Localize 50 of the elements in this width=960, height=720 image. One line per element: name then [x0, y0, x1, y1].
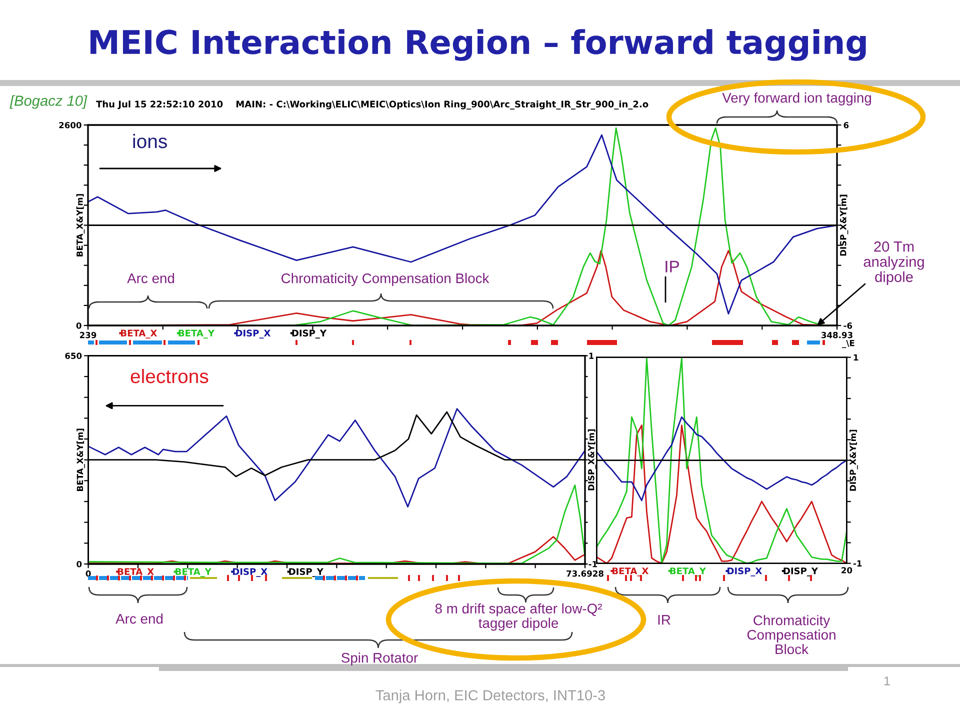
- text: IR: [658, 615, 670, 625]
- annotation: electrons: [130, 368, 208, 384]
- annotation: Chromaticity Compensation Block: [282, 273, 490, 286]
- legend-label: DISP_X: [236, 330, 271, 338]
- chart-subtitle: Thu Jul 15 22:52:10 2010 MAIN: - C:\Working\ELIC\MEIC\Optics\Ion Ring_900\Arc_Straight_IR_Str_900_in_2.o: [96, 100, 648, 110]
- y-axis-title: BETA_X&Y[m]: [76, 194, 85, 256]
- y2-tick-label: -1: [588, 561, 598, 568]
- y2-tick-label: 6: [844, 122, 849, 128]
- annotation: 20 Tm analyzing dipole: [864, 241, 924, 285]
- x-tick-label: 348.93: [821, 332, 852, 338]
- y2-axis-title: DISP_X&Y[m]: [840, 194, 848, 256]
- text: 8 m drift space after low-Q² tagger dipole: [435, 603, 602, 631]
- annotation: IP: [666, 260, 679, 272]
- annotation: Arc end: [127, 273, 174, 284]
- text: Very forward ion tagging: [722, 92, 871, 106]
- legend-label: DISP_Y: [784, 567, 818, 576]
- legend-label: BETA_Y: [178, 330, 215, 338]
- text: Spin Rotator: [342, 652, 418, 666]
- line-series: [596, 416, 847, 502]
- text: Chromaticity Compensation Block: [747, 615, 836, 654]
- y2-axis-title: DISP_X&Y[m]: [588, 429, 596, 490]
- text: [Bogacz 10]: [10, 95, 88, 109]
- series-label: BETA_Y: [176, 568, 212, 577]
- chart-title: MEIC Interaction Region – forward tagging: [90, 29, 866, 61]
- text: 1: [884, 676, 890, 686]
- line-series: [596, 358, 847, 564]
- y-tick-label: 650: [65, 352, 82, 359]
- text: Arc end: [116, 614, 163, 624]
- x-tick-label: 239: [80, 332, 96, 338]
- annotation: ions: [133, 134, 167, 148]
- y-tick-label: 2600: [59, 122, 82, 128]
- legend-label: BETA_X: [121, 330, 157, 338]
- y-tick-label: 0: [76, 322, 82, 329]
- legend-label: DISP_Y: [289, 568, 324, 577]
- text: Tanja Horn, EIC Detectors, INT10-3: [376, 690, 605, 704]
- line-series: [88, 408, 585, 508]
- x-tick-label: 73.6928: [566, 570, 604, 577]
- series-label: BETA_X: [118, 568, 154, 577]
- y2-tick-label: -6: [844, 322, 852, 329]
- y-axis-title: DISP_X&Y[m]: [850, 430, 858, 491]
- legend-label: BETA_X: [612, 568, 648, 576]
- y-tick-label: 0: [76, 560, 82, 568]
- text: _\E: [842, 340, 854, 348]
- text: 20: [842, 567, 852, 574]
- legend-label: DISP_X: [728, 567, 762, 576]
- legend-label: BETA_Y: [670, 568, 706, 576]
- y-axis-title: BETA_X&Y[m]: [76, 428, 85, 491]
- y2-tick-label: 1: [589, 352, 594, 359]
- legend-label: DISP_Y: [292, 330, 327, 338]
- legend-label: DISP_X: [232, 568, 268, 577]
